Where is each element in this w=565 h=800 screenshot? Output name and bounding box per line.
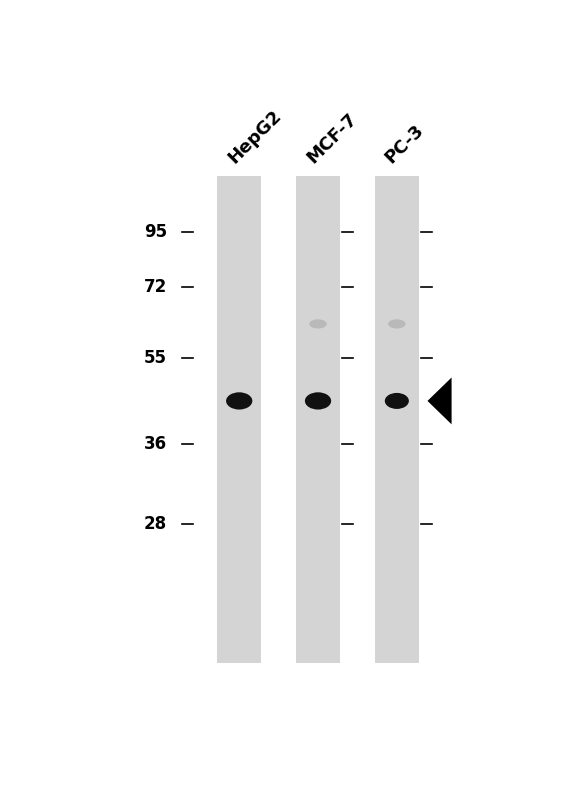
Text: 72: 72 (144, 278, 167, 296)
Bar (375, 176, 419, 662)
Ellipse shape (388, 319, 406, 329)
Polygon shape (428, 378, 451, 424)
Text: 28: 28 (144, 515, 167, 533)
Text: MCF-7: MCF-7 (303, 110, 360, 167)
Text: HepG2: HepG2 (224, 106, 285, 167)
Bar (296, 176, 340, 662)
Text: 95: 95 (144, 222, 167, 241)
Ellipse shape (305, 392, 331, 410)
Text: PC-3: PC-3 (382, 121, 428, 167)
Ellipse shape (226, 392, 253, 410)
Bar (218, 176, 261, 662)
Ellipse shape (309, 319, 327, 329)
Ellipse shape (385, 393, 409, 409)
Text: 36: 36 (144, 435, 167, 453)
Text: 55: 55 (144, 349, 167, 366)
